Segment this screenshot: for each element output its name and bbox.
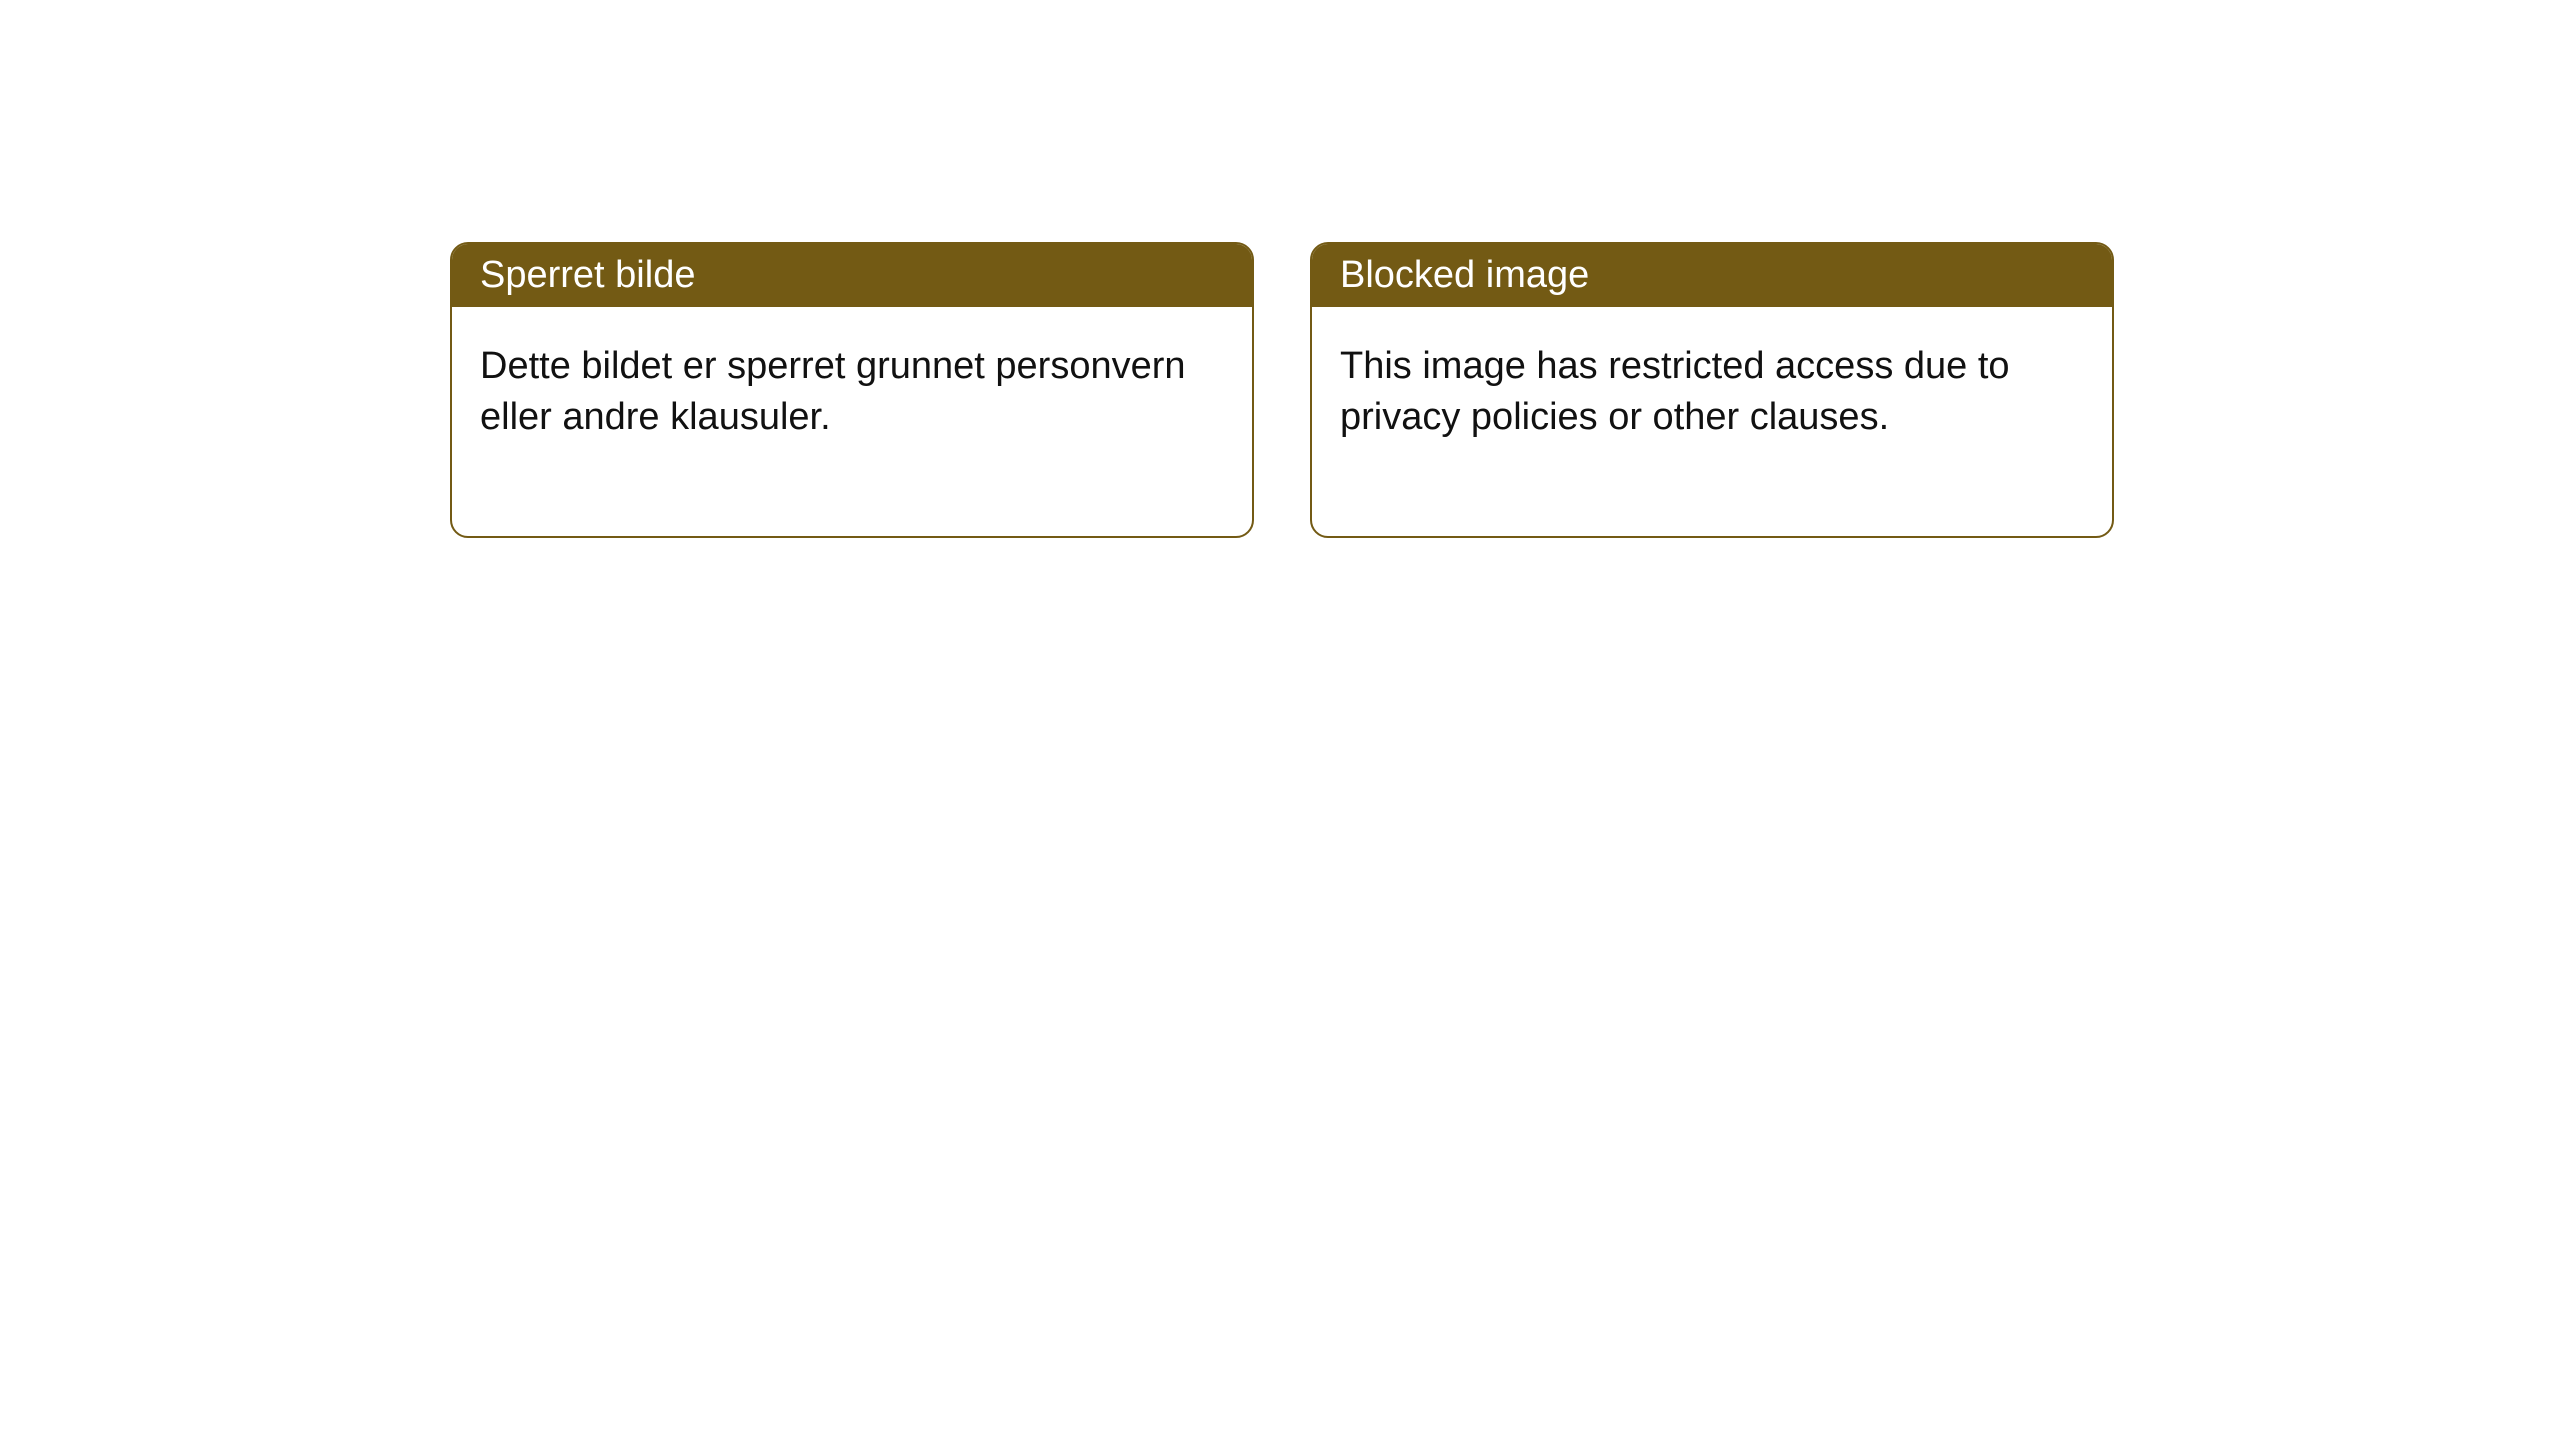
card-body-text: Dette bildet er sperret grunnet personve… <box>480 345 1186 438</box>
blocked-image-card-en: Blocked image This image has restricted … <box>1310 242 2114 538</box>
blocked-image-card-no: Sperret bilde Dette bildet er sperret gr… <box>450 242 1254 538</box>
card-body-text: This image has restricted access due to … <box>1340 345 2010 438</box>
card-header: Sperret bilde <box>452 244 1252 307</box>
card-body: This image has restricted access due to … <box>1312 307 2112 536</box>
card-header: Blocked image <box>1312 244 2112 307</box>
notice-container: Sperret bilde Dette bildet er sperret gr… <box>450 242 2114 538</box>
card-title: Blocked image <box>1340 254 1589 296</box>
card-title: Sperret bilde <box>480 254 695 296</box>
card-body: Dette bildet er sperret grunnet personve… <box>452 307 1252 536</box>
